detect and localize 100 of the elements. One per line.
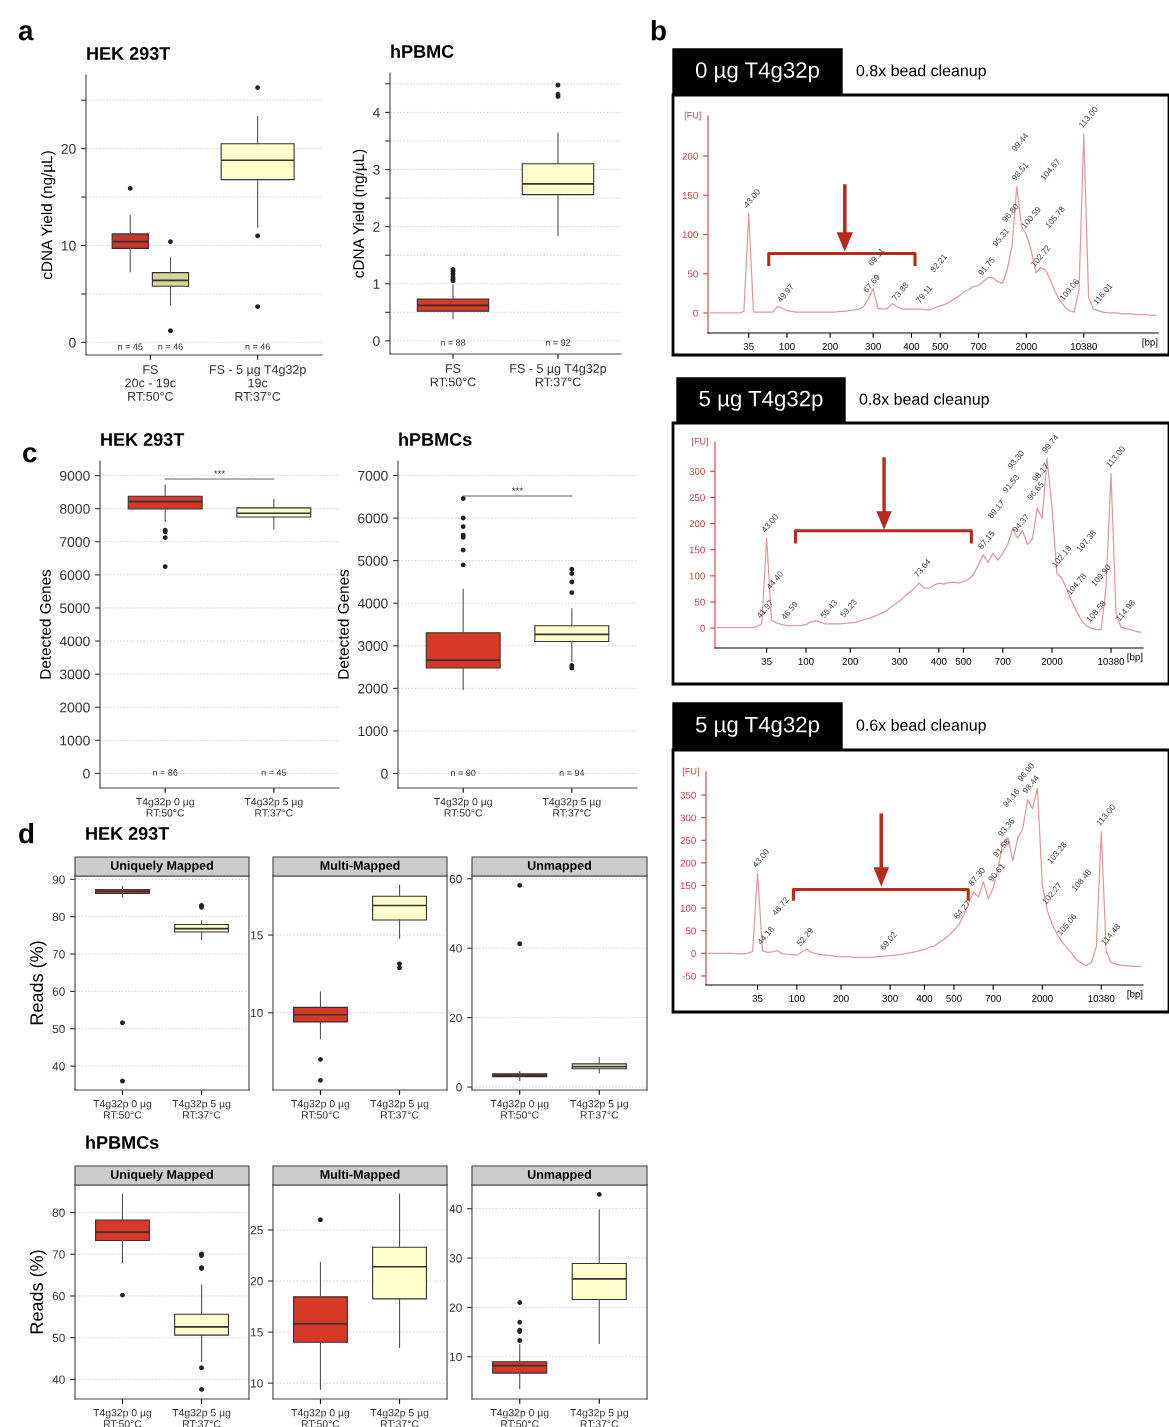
chart-subtitle: Unmapped bbox=[527, 1169, 591, 1182]
x-tick-label: 200 bbox=[822, 342, 838, 350]
x-tick-label: 10380 bbox=[1088, 994, 1115, 1002]
annotation: n = 45 bbox=[118, 343, 143, 350]
y-tick-label: 4000 bbox=[357, 598, 388, 609]
text: d bbox=[19, 823, 34, 844]
x-tick-label: 700 bbox=[985, 994, 1001, 1002]
y-tick-label: 25 bbox=[250, 1225, 263, 1235]
y-axis-title: Reads (%) bbox=[29, 1250, 47, 1334]
y-tick-label: 70 bbox=[52, 1250, 65, 1259]
chart-subtitle: Multi-Mapped bbox=[320, 1169, 400, 1182]
text: a bbox=[18, 25, 34, 41]
y-tick-label: 300 bbox=[689, 468, 705, 475]
x-axis-title: [bp] bbox=[1142, 338, 1158, 348]
x-axis-title: [bp] bbox=[1127, 653, 1143, 663]
annotation: n = 94 bbox=[559, 769, 585, 777]
y-tick-label: 5000 bbox=[59, 603, 90, 614]
y-tick-label: 1 bbox=[373, 279, 380, 289]
y-tick-label: 1000 bbox=[358, 726, 388, 737]
annotation: *** bbox=[511, 487, 524, 491]
annotation: *** bbox=[213, 470, 226, 474]
y-tick-label: 6000 bbox=[358, 513, 388, 524]
y-tick-label: 10 bbox=[450, 1352, 462, 1362]
y-axis-title: Detected Genes bbox=[337, 569, 349, 679]
x-tick-label: T4g32p 0 µg RT:50°C bbox=[93, 1409, 152, 1427]
y-tick-label: 15 bbox=[251, 1328, 263, 1337]
y-tick-label: 2000 bbox=[60, 702, 90, 713]
y-tick-label: 4000 bbox=[59, 636, 90, 647]
x-axis-title: [bp] bbox=[1127, 990, 1143, 1000]
y-tick-label: 80 bbox=[52, 1208, 65, 1217]
annotation: n = 90 bbox=[451, 769, 476, 777]
y-tick-label: 70 bbox=[52, 950, 65, 959]
x-tick-label: 200 bbox=[842, 657, 859, 665]
y-tick-label: 5000 bbox=[357, 555, 388, 566]
y-tick-label: 0 bbox=[69, 337, 76, 348]
x-tick-label: 10380 bbox=[1098, 657, 1125, 665]
y-tick-label: 10 bbox=[251, 1008, 263, 1018]
y-tick-label: 100 bbox=[680, 904, 696, 912]
x-tick-label: T4g32p 0 µg RT:50°C bbox=[136, 798, 194, 817]
x-tick-label: T4g32p 5 µg RT:37°C bbox=[244, 798, 303, 817]
annotation: n = 88 bbox=[440, 339, 466, 346]
x-tick-label: T4g32p 0 µg RT:50°C bbox=[490, 1409, 549, 1427]
annotation: n = 86 bbox=[153, 769, 178, 776]
y-tick-label: 50 bbox=[694, 598, 705, 606]
chart-subtitle: Uniquely Mapped bbox=[111, 1169, 213, 1182]
x-tick-label: 500 bbox=[955, 657, 972, 665]
y-axis-title: [FU] bbox=[683, 767, 699, 777]
x-tick-label: T4g32p 5 µg RT:37°C bbox=[570, 1409, 628, 1427]
chart-title: 0 µg T4g32p bbox=[695, 62, 819, 83]
x-tick-label: 2000 bbox=[1032, 994, 1053, 1002]
y-tick-label: 50 bbox=[687, 270, 698, 278]
x-tick-label: FS 20c - 19c RT:50°C bbox=[125, 365, 176, 401]
y-tick-label: 200 bbox=[689, 520, 705, 528]
y-tick-label: 150 bbox=[680, 882, 696, 890]
y-tick-label: 250 bbox=[680, 837, 696, 844]
annotation: n = 92 bbox=[545, 339, 571, 346]
x-tick-label: T4g32p 5 µg RT:37°C bbox=[370, 1100, 429, 1119]
y-tick-label: 20 bbox=[449, 1303, 462, 1312]
y-tick-label: 0 bbox=[373, 336, 380, 347]
chart-title: hPBMC bbox=[391, 44, 454, 58]
chart-title: hPBMCs bbox=[399, 432, 472, 446]
y-axis-title: cDNA Yield (ng/µL) bbox=[352, 149, 367, 278]
y-tick-label: 60 bbox=[449, 874, 462, 884]
y-tick-label: 30 bbox=[449, 1254, 462, 1263]
x-tick-label: 35 bbox=[743, 342, 754, 350]
y-tick-label: 60 bbox=[52, 1292, 65, 1301]
y-tick-label: 7000 bbox=[60, 537, 90, 547]
chart-subtitle: 0.8x bead cleanup bbox=[859, 393, 989, 408]
x-tick-label: 10380 bbox=[1071, 342, 1097, 350]
x-tick-label: 300 bbox=[891, 657, 908, 665]
y-tick-label: 150 bbox=[682, 192, 698, 199]
y-tick-label: 150 bbox=[689, 546, 705, 554]
x-tick-label: T4g32p 0 µg RT:50°C bbox=[490, 1100, 549, 1119]
x-tick-label: 2000 bbox=[1041, 657, 1063, 665]
chart-title: HEK 293T bbox=[87, 47, 171, 60]
x-tick-label: T4g32p 0 µg RT:50°C bbox=[291, 1409, 350, 1427]
y-tick-label: 3000 bbox=[59, 669, 90, 680]
chart-subtitle: 0.6x bead cleanup bbox=[856, 719, 986, 734]
y-tick-label: 350 bbox=[680, 791, 696, 799]
y-axis-title: [FU] bbox=[684, 111, 701, 121]
x-tick-label: T4g32p 0 µg RT:50°C bbox=[93, 1100, 152, 1119]
y-tick-label: 7000 bbox=[358, 470, 388, 481]
y-tick-label: 1000 bbox=[60, 735, 90, 746]
y-tick-label: 4 bbox=[372, 107, 380, 118]
y-tick-label: 20 bbox=[250, 1277, 263, 1286]
chart-subtitle: Uniquely Mapped bbox=[111, 860, 213, 873]
x-tick-label: 35 bbox=[761, 657, 772, 665]
y-tick-label: 40 bbox=[449, 1204, 462, 1214]
chart-title: HEK 293T bbox=[86, 827, 170, 840]
x-tick-label: T4g32p 5 µg RT:37°C bbox=[172, 1100, 231, 1119]
x-tick-label: 500 bbox=[932, 342, 948, 350]
chart-subtitle: Multi-Mapped bbox=[320, 860, 400, 873]
y-tick-label: 40 bbox=[449, 944, 462, 953]
x-tick-label: 200 bbox=[833, 994, 849, 1002]
chart-subtitle: Unmapped bbox=[527, 860, 591, 873]
y-tick-label: 6000 bbox=[60, 570, 90, 581]
y-tick-label: 2000 bbox=[358, 683, 388, 694]
x-tick-label: T4g32p 0 µg RT:50°C bbox=[291, 1100, 350, 1119]
x-tick-label: FS - 5 µg T4g32p RT:37°C bbox=[510, 364, 607, 387]
x-tick-label: 100 bbox=[789, 994, 805, 1002]
